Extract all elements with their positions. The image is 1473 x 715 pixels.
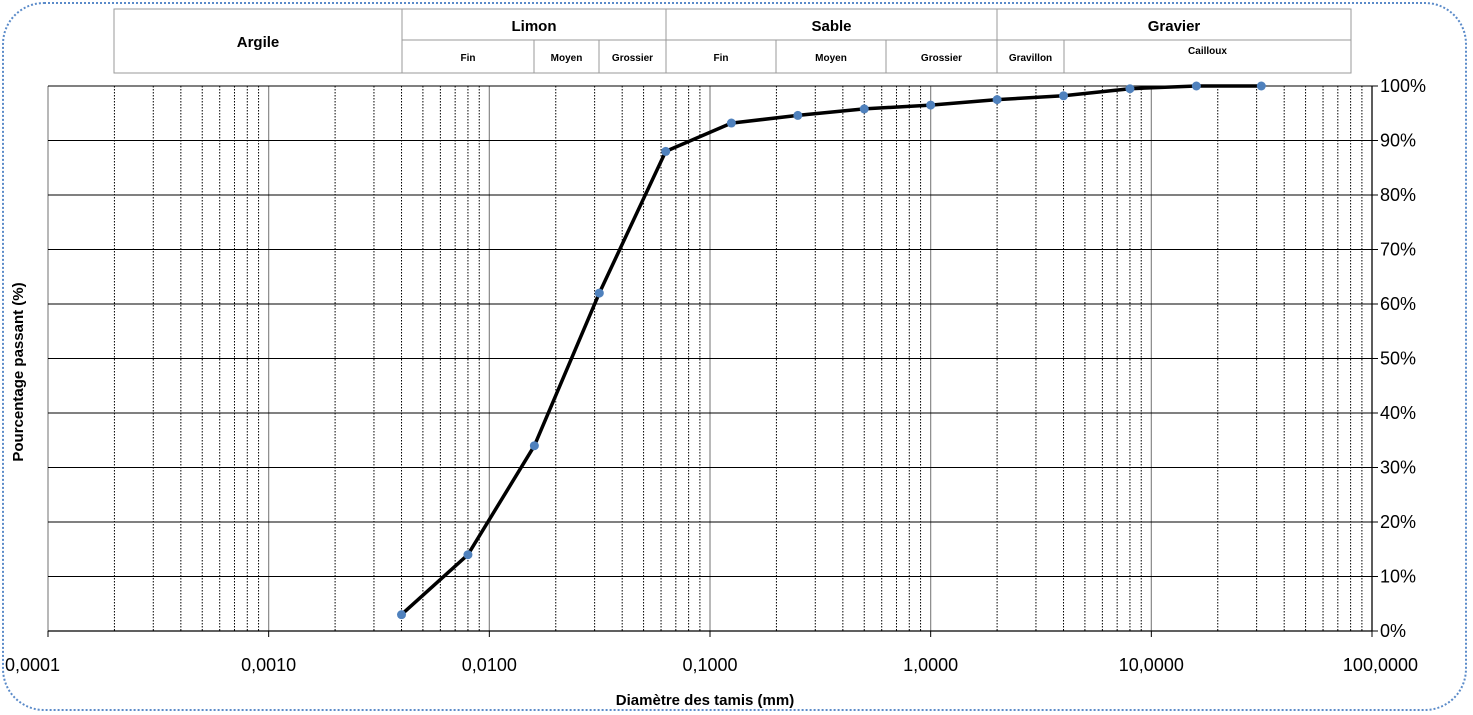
y-tick-label: 40% — [1380, 403, 1416, 423]
group-label: Gravier — [1148, 18, 1201, 35]
subgroup-label: Grossier — [921, 53, 962, 64]
y-tick-label: 20% — [1380, 512, 1416, 532]
subgroup-label: Grossier — [612, 53, 653, 64]
group-label: Argile — [237, 34, 280, 51]
y-tick-label: 70% — [1380, 240, 1416, 260]
y-tick-label: 10% — [1380, 567, 1416, 587]
x-tick-label: 0,1000 — [682, 655, 737, 675]
data-point — [1191, 81, 1201, 91]
data-point — [661, 146, 671, 156]
y-tick-label: 80% — [1380, 185, 1416, 205]
axes — [47, 86, 1373, 637]
data-point — [1256, 81, 1266, 91]
y-tick-label: 0% — [1380, 621, 1406, 641]
x-tick-label: 100,0000 — [1343, 655, 1418, 675]
data-point — [397, 610, 407, 620]
x-tick-label: 0,0100 — [462, 655, 517, 675]
series — [397, 81, 1266, 620]
x-tick-label: 10,0000 — [1119, 655, 1184, 675]
tick-labels: 0,0001 0,0010 0,0100 0,1000 1,0000 10,0000 100… — [5, 76, 1426, 675]
subgroup-label: Fin — [461, 53, 476, 64]
x-tick-label: 1,0000 — [903, 655, 958, 675]
subgroup-label: Fin — [714, 53, 729, 64]
subgroup-label: Moyen — [551, 53, 583, 64]
y-tick-label: 50% — [1380, 349, 1416, 369]
subgroup-label: Moyen — [815, 53, 847, 64]
y-axis-title: Pourcentage passant (%) — [10, 282, 27, 461]
x-axis-title: Diamètre des tamis (mm) — [616, 692, 794, 709]
data-point — [1125, 84, 1135, 94]
y-tick-label: 100% — [1380, 76, 1426, 96]
data-point — [463, 550, 473, 560]
data-point — [992, 95, 1002, 105]
data-point — [1059, 91, 1069, 101]
data-point — [529, 441, 539, 451]
grid — [47, 85, 1378, 632]
x-tick-label: 0,0010 — [241, 655, 296, 675]
group-label: Limon — [512, 18, 557, 35]
data-point — [594, 288, 604, 298]
data-point — [926, 100, 936, 110]
classification-border — [113, 8, 1352, 74]
data-point — [859, 104, 869, 114]
y-tick-label: 90% — [1380, 131, 1416, 151]
y-tick-label: 30% — [1380, 458, 1416, 478]
classification-table: Argile Limon Sable Gravier Fin Moyen Grossier F… — [113, 8, 1352, 74]
series-line — [400, 84, 1262, 616]
x-tick-label: 0,0001 — [5, 655, 60, 675]
subgroup-label: Gravillon — [1009, 53, 1052, 64]
y-tick-label: 60% — [1380, 294, 1416, 314]
data-point — [793, 110, 803, 120]
data-point — [726, 118, 736, 128]
subgroup-label: Cailloux — [1188, 46, 1227, 57]
group-label: Sable — [811, 18, 851, 35]
